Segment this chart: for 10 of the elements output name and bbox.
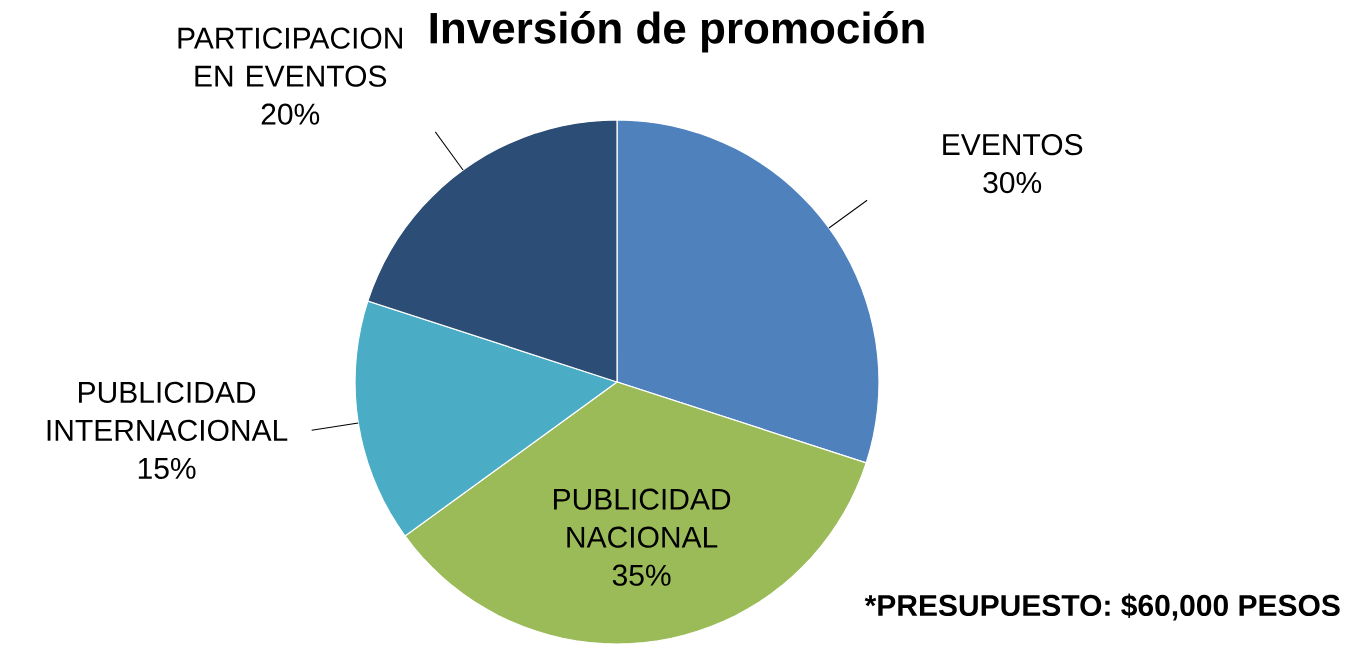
slice-label: EVENTOS xyxy=(943,133,1083,156)
data-label: 15% xyxy=(138,457,196,479)
slice-label: PUBLICIDAD INTERNACIONAL xyxy=(47,381,288,441)
data-label: 35% xyxy=(612,564,671,586)
chart-title: Inversión de promoción xyxy=(430,11,924,53)
slice-label: PUBLICIDAD NACIONAL xyxy=(554,488,731,548)
slice-label: PARTICIPACION EN EVENTOS xyxy=(178,27,402,87)
data-label: 30% xyxy=(983,171,1042,194)
text: *PRESUPUESTO: $60,000 PESOS xyxy=(864,593,1340,621)
data-label: 20% xyxy=(261,103,320,125)
